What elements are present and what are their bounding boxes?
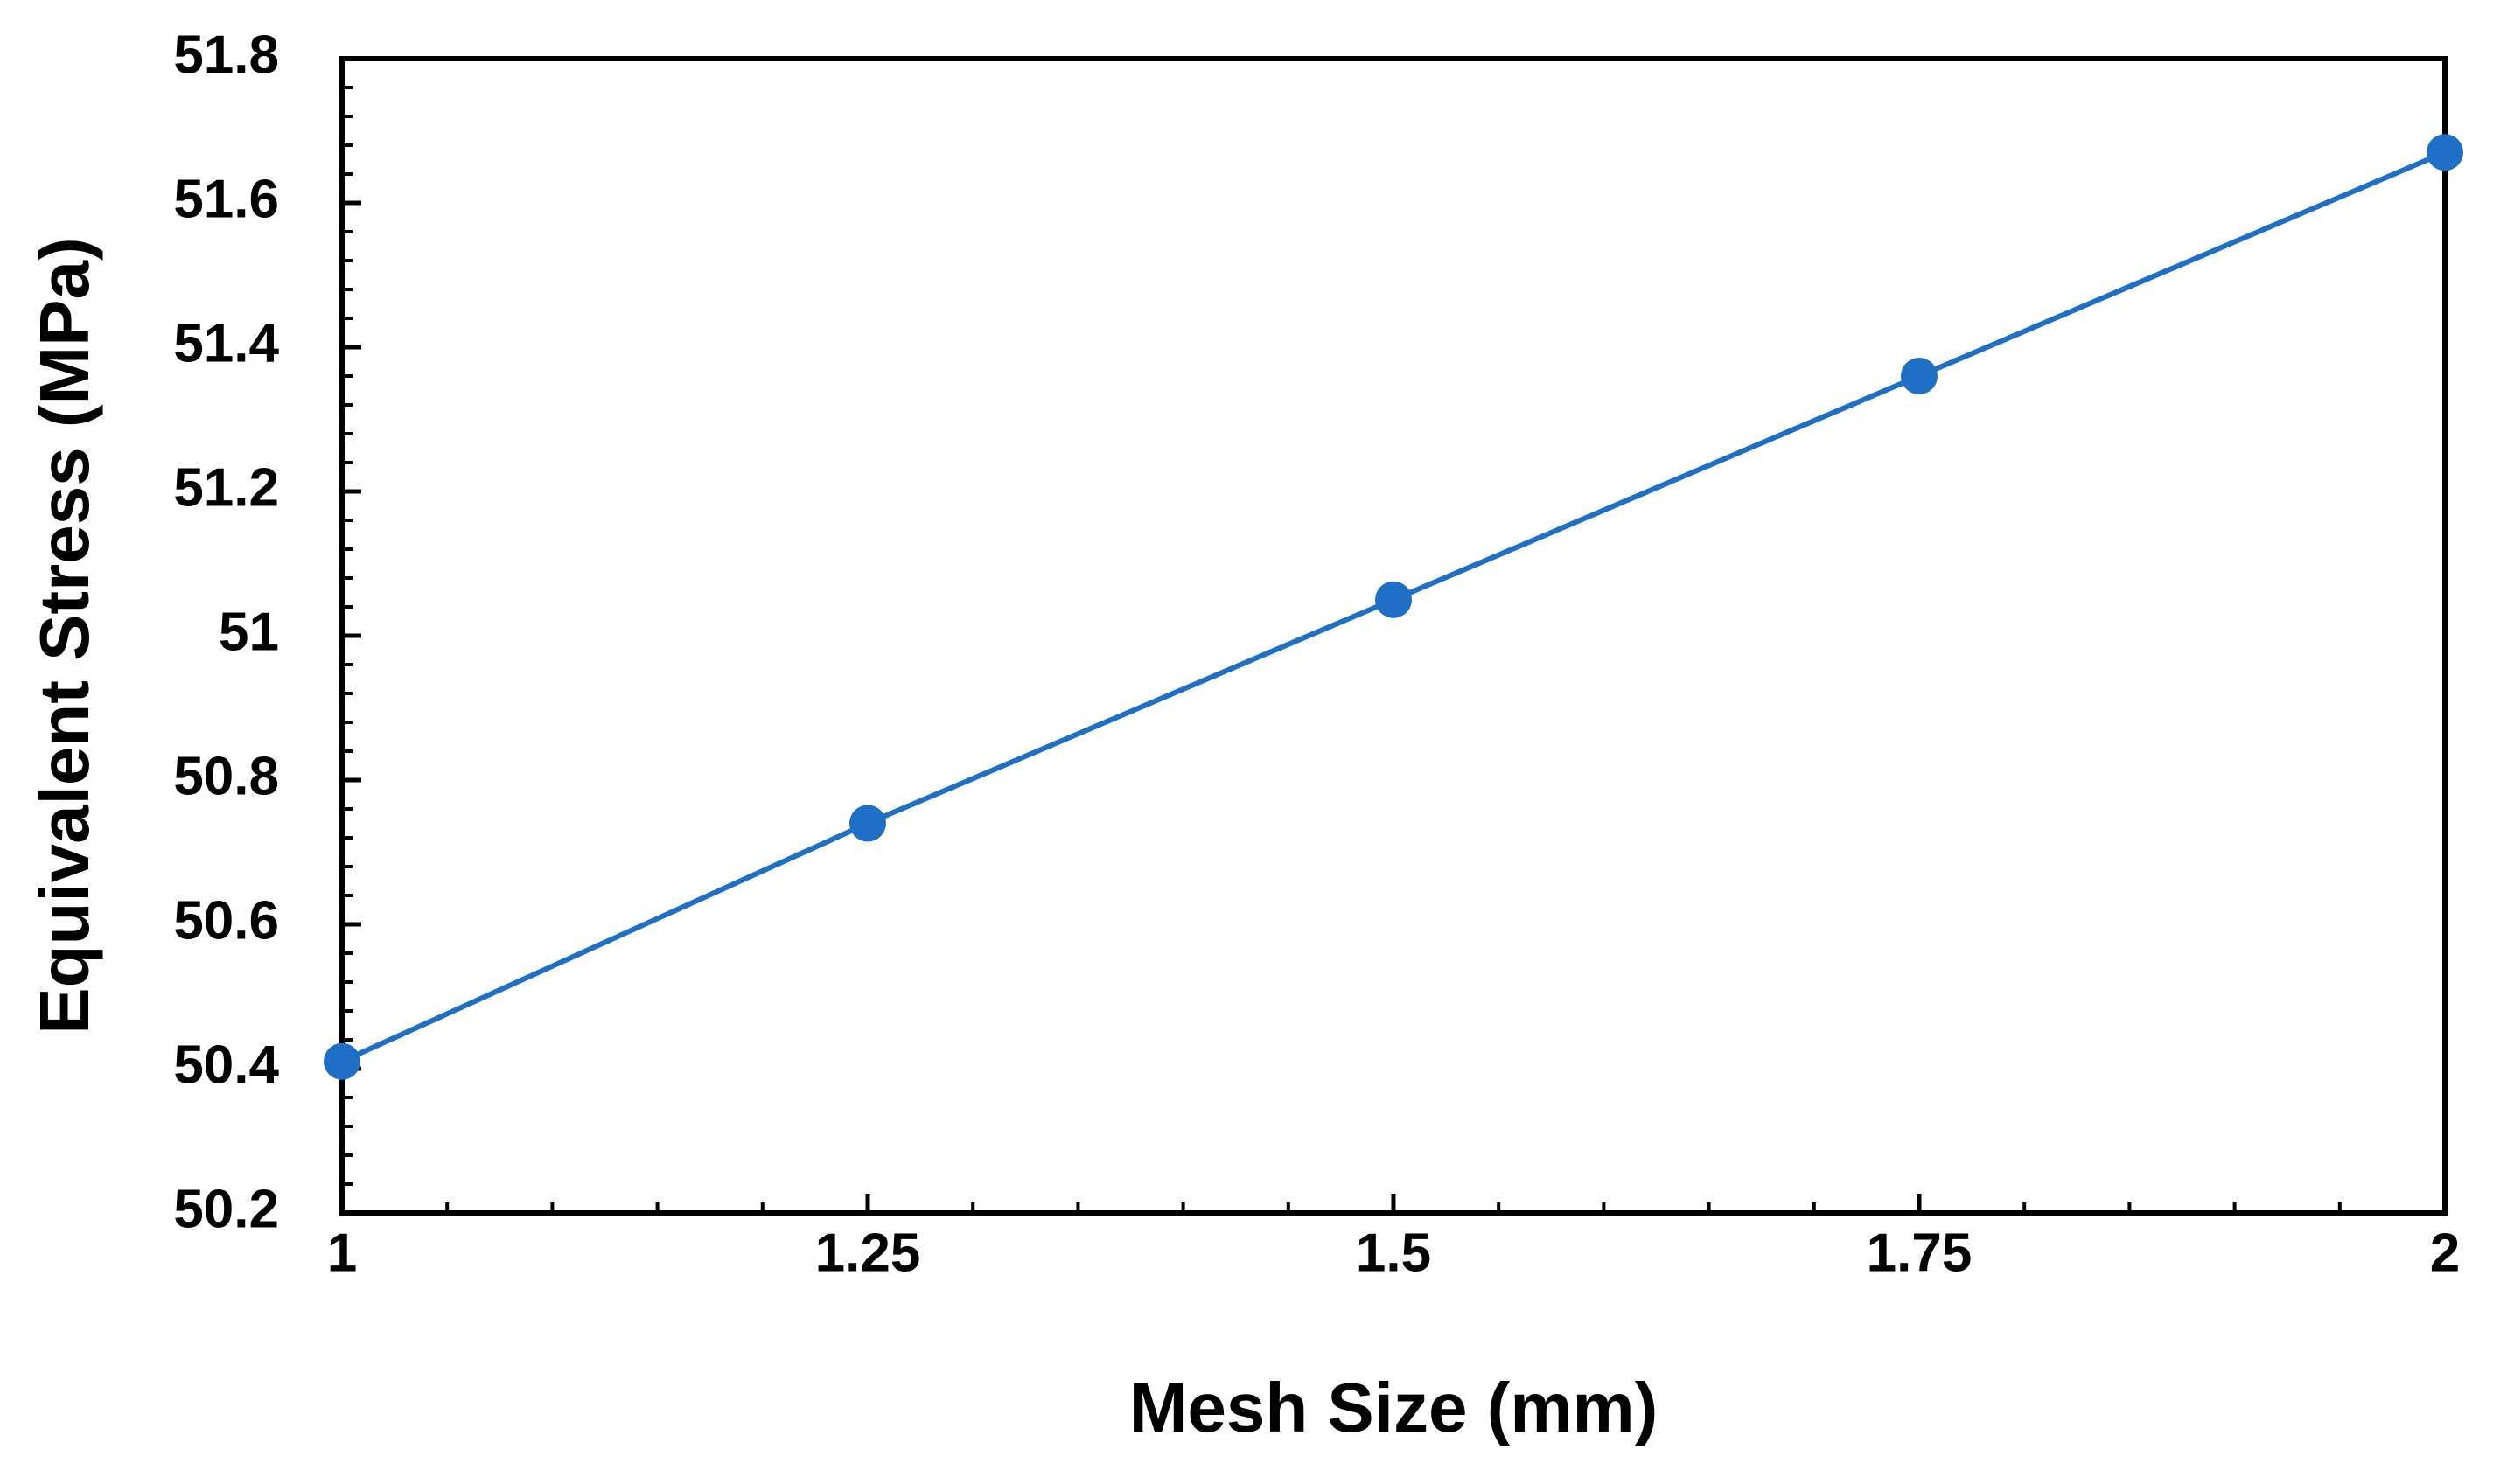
x-tick-label: 1.25 bbox=[815, 1223, 921, 1283]
x-tick-label: 1 bbox=[327, 1223, 357, 1283]
x-axis-title: Mesh Size (mm) bbox=[1129, 1369, 1659, 1446]
point bbox=[2427, 134, 2463, 171]
point bbox=[1901, 358, 1938, 394]
point bbox=[324, 1042, 360, 1080]
y-tick-label: 51.8 bbox=[173, 24, 279, 85]
point bbox=[1375, 581, 1412, 618]
y-tick-label: 50.8 bbox=[173, 746, 279, 806]
x-tick-label: 1.5 bbox=[1356, 1223, 1431, 1283]
y-tick-label: 51.6 bbox=[173, 169, 279, 229]
y-tick-label: 50.2 bbox=[173, 1179, 279, 1239]
y-tick-label: 50.4 bbox=[173, 1035, 279, 1095]
x-tick-label: 2 bbox=[2430, 1223, 2460, 1283]
point bbox=[849, 805, 886, 842]
y-axis-title: Equivalent Stress (MPa) bbox=[25, 237, 103, 1034]
x-tick-label: 1.75 bbox=[1867, 1223, 1973, 1283]
y-tick-label: 51 bbox=[219, 602, 279, 662]
y-tick-label: 51.2 bbox=[173, 457, 279, 518]
y-tick-label: 51.4 bbox=[173, 313, 279, 373]
plot-frame bbox=[339, 56, 2448, 1216]
y-tick-label: 50.6 bbox=[173, 890, 279, 951]
